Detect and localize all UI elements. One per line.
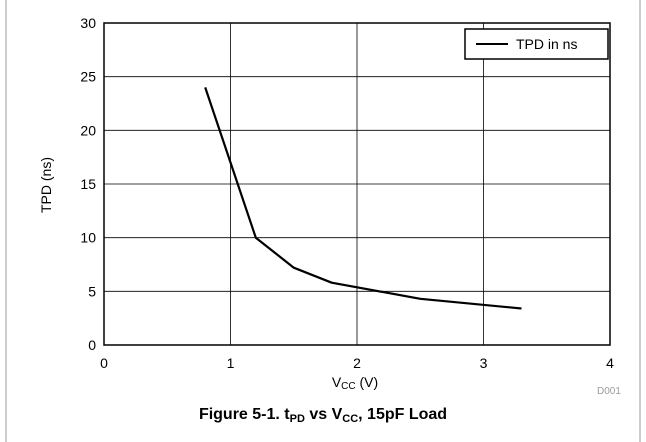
x-tick-label: 4 bbox=[606, 355, 614, 371]
y-tick-label: 25 bbox=[80, 69, 96, 85]
grid-lines bbox=[103, 22, 611, 346]
y-tick-label: 5 bbox=[88, 283, 96, 299]
x-tick-labels: 0 1 2 3 4 bbox=[100, 355, 614, 371]
series-line-tpd bbox=[204, 87, 522, 310]
y-tick-label: 15 bbox=[80, 176, 96, 192]
x-axis-label: VCC (V) bbox=[331, 374, 379, 392]
figure-caption: Figure 5-1. tPD vs VCC, 15pF Load bbox=[198, 406, 448, 425]
y-tick-label: 20 bbox=[80, 122, 96, 138]
legend: TPD in ns bbox=[464, 28, 609, 60]
y-tick-label: 10 bbox=[80, 230, 96, 246]
x-tick-label: 3 bbox=[480, 355, 488, 371]
y-tick-label: 0 bbox=[88, 337, 96, 353]
y-tick-labels: 0 5 10 15 20 25 30 bbox=[80, 15, 96, 353]
figure-code: D001 bbox=[597, 386, 621, 397]
x-tick-label: 2 bbox=[353, 355, 361, 371]
x-tick-label: 1 bbox=[227, 355, 235, 371]
legend-label: TPD in ns bbox=[516, 36, 577, 52]
y-tick-label: 30 bbox=[80, 15, 96, 31]
plot-area bbox=[103, 22, 611, 346]
x-tick-label: 0 bbox=[100, 355, 108, 371]
y-axis-label: TPD (ns) bbox=[38, 157, 54, 213]
